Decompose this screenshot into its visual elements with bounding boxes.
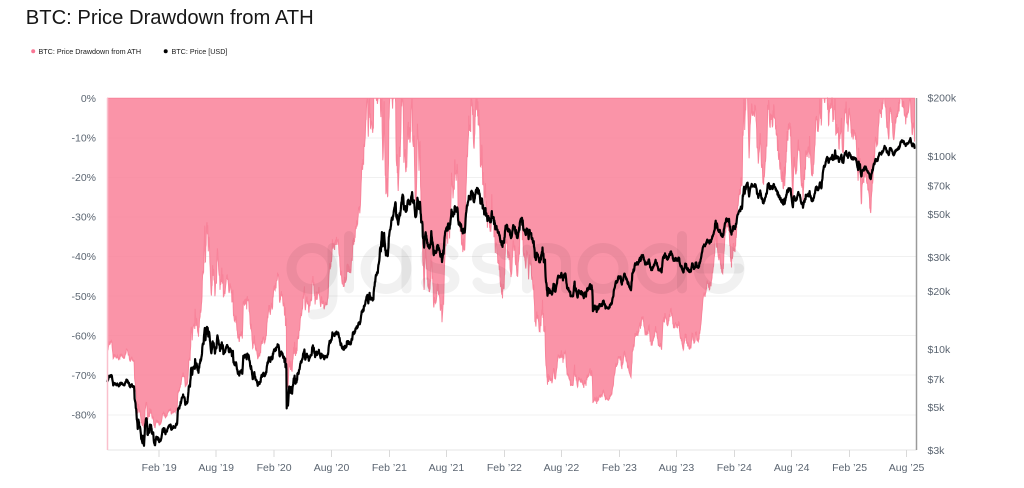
svg-text:Feb ’23: Feb ’23 bbox=[602, 462, 637, 474]
svg-text:Aug ’25: Aug ’25 bbox=[889, 462, 925, 474]
svg-text:Aug ’24: Aug ’24 bbox=[774, 462, 810, 474]
svg-text:-80%: -80% bbox=[71, 410, 96, 422]
svg-text:BTC: Price Drawdown from ATH: BTC: Price Drawdown from ATH bbox=[26, 7, 314, 29]
svg-text:Aug ’21: Aug ’21 bbox=[429, 462, 465, 474]
svg-text:$100k: $100k bbox=[928, 151, 957, 163]
svg-text:-20%: -20% bbox=[71, 172, 96, 184]
svg-text:Aug ’23: Aug ’23 bbox=[659, 462, 695, 474]
svg-text:-30%: -30% bbox=[71, 212, 96, 224]
svg-text:$50k: $50k bbox=[928, 209, 952, 221]
svg-text:-50%: -50% bbox=[71, 291, 96, 303]
svg-text:$3k: $3k bbox=[928, 445, 946, 457]
svg-text:-10%: -10% bbox=[71, 133, 96, 145]
svg-text:$30k: $30k bbox=[928, 252, 952, 264]
svg-text:$200k: $200k bbox=[928, 93, 957, 105]
svg-text:Aug ’20: Aug ’20 bbox=[314, 462, 350, 474]
svg-text:$20k: $20k bbox=[928, 286, 952, 298]
svg-text:Feb ’24: Feb ’24 bbox=[717, 462, 752, 474]
svg-text:BTC: Price Drawdown from ATH: BTC: Price Drawdown from ATH bbox=[39, 47, 142, 56]
svg-text:$10k: $10k bbox=[928, 344, 952, 356]
svg-text:Feb ’25: Feb ’25 bbox=[832, 462, 867, 474]
svg-text:Feb ’19: Feb ’19 bbox=[142, 462, 177, 474]
svg-text:$5k: $5k bbox=[928, 402, 946, 414]
svg-text:-60%: -60% bbox=[71, 330, 96, 342]
svg-text:BTC: Price [USD]: BTC: Price [USD] bbox=[172, 47, 228, 56]
svg-text:Aug ’19: Aug ’19 bbox=[198, 462, 234, 474]
svg-text:Feb ’21: Feb ’21 bbox=[372, 462, 407, 474]
svg-text:$7k: $7k bbox=[928, 374, 946, 386]
svg-text:Feb ’22: Feb ’22 bbox=[487, 462, 522, 474]
svg-text:Feb ’20: Feb ’20 bbox=[257, 462, 292, 474]
svg-text:-40%: -40% bbox=[71, 251, 96, 263]
svg-text:-70%: -70% bbox=[71, 370, 96, 382]
svg-text:Aug ’22: Aug ’22 bbox=[544, 462, 580, 474]
svg-text:0%: 0% bbox=[81, 93, 96, 105]
svg-text:$70k: $70k bbox=[928, 181, 952, 193]
